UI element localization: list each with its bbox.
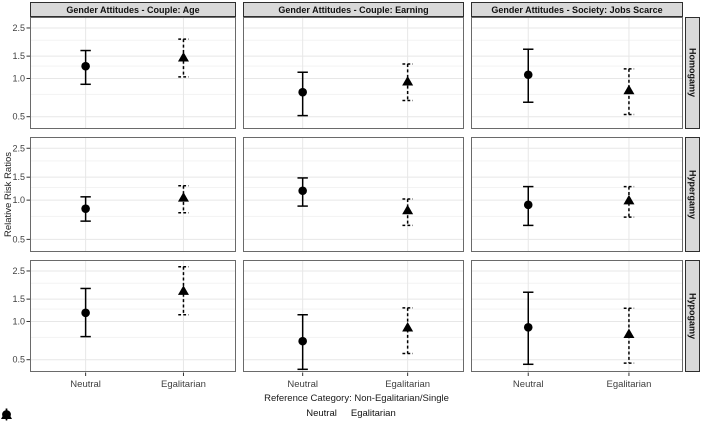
egalitarian-point-triangle [177,192,189,202]
egalitarian-point-triangle [623,328,635,338]
neutral-point-circle [523,322,533,332]
facet-strip-hypogamy: Hypogamy [685,260,700,372]
x-tick-label: Neutral [70,379,101,390]
neutral-point-circle [81,308,90,318]
legend: Neutral Egalitarian [0,408,702,421]
y-tick-label: 1.5 [12,172,25,182]
y-tick-label: 0.5 [12,234,25,244]
facet-strip-label: Hypergamy [687,169,698,220]
facet-strip-hypergamy: Hypergamy [685,137,700,252]
x-tick-label: Egalitarian [161,379,206,390]
panel-background [30,17,236,129]
y-tick-label: 1.5 [12,51,25,61]
neutral-point-circle [298,186,307,196]
y-tick-label: 1.0 [12,195,25,205]
facet-strip-couple-earning: Gender Attitudes - Couple: Earning [243,2,464,17]
y-tick-label: 2.5 [12,266,25,276]
egalitarian-point-triangle [177,285,189,295]
y-tick-label: 0.5 [12,355,25,365]
panel-border [30,137,236,252]
legend-item-egalitarian: Egalitarian [1,408,396,421]
panel-background [471,137,683,252]
y-tick-label: 1.5 [12,294,25,304]
panel-border [243,17,464,129]
y-tick-label: 2.5 [12,23,25,33]
egalitarian-marker-icon [1,408,12,421]
panel-border [30,17,236,129]
panel-background [30,137,236,252]
egalitarian-point-triangle [623,194,635,205]
panel-background [243,137,464,252]
neutral-point-circle [523,200,533,210]
neutral-point-circle [81,61,90,71]
neutral-point-circle [523,70,533,80]
x-tick-label: Egalitarian [606,379,651,390]
y-tick-label: 1.0 [12,73,25,83]
neutral-point-circle [81,204,90,213]
facet-strip-label: Homogamy [687,48,698,98]
x-tick-label: Neutral [287,379,318,390]
legend-label: Neutral [306,408,337,419]
facet-strip-label: Hypogamy [687,292,698,339]
panel-border [471,260,683,372]
y-tick-label: 1.0 [12,316,25,326]
y-tick-label: 0.5 [12,112,25,122]
facet-strip-homogamy: Homogamy [685,17,700,129]
panel-border [30,260,236,372]
y-tick-label: 2.5 [12,143,25,153]
facet-strip-label: Gender Attitudes - Couple: Earning [278,4,429,15]
panel-background [471,17,683,129]
egalitarian-point-triangle [402,76,414,86]
panel-border [243,137,464,252]
egalitarian-point-triangle [402,321,414,332]
x-tick-label: Neutral [513,379,544,390]
panel-background [471,260,683,372]
panel-background [243,17,464,129]
facet-strip-label: Gender Attitudes - Couple: Age [66,4,200,15]
panel-border [471,17,683,129]
facet-strip-label: Gender Attitudes - Society: Jobs Scarce [491,4,663,15]
neutral-point-circle [298,336,307,346]
panel-background [243,260,464,372]
facet-strip-society-jobs-scarce: Gender Attitudes - Society: Jobs Scarce [471,2,683,17]
x-tick-label: Egalitarian [385,379,430,390]
egalitarian-point-triangle [402,204,414,215]
neutral-point-circle [298,87,307,97]
x-axis-title: Reference Category: Non-Egalitarian/Sing… [264,393,449,404]
egalitarian-point-triangle [623,84,635,95]
panel-border [243,260,464,372]
panel-background [30,260,236,372]
panel-border [471,137,683,252]
egalitarian-point-triangle [177,51,189,62]
facet-strip-couple-age: Gender Attitudes - Couple: Age [30,2,236,17]
legend-label: Egalitarian [350,408,396,419]
